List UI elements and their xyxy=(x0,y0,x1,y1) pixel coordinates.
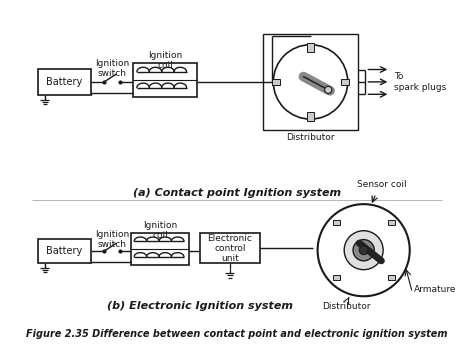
Bar xyxy=(38,69,91,95)
Circle shape xyxy=(325,86,332,94)
Text: Battery: Battery xyxy=(46,77,82,87)
Bar xyxy=(341,79,349,85)
Text: (a) Contact point Ignition system: (a) Contact point Ignition system xyxy=(133,187,341,198)
Text: Armature: Armature xyxy=(414,285,456,294)
Text: To
spark plugs: To spark plugs xyxy=(394,72,446,92)
Bar xyxy=(308,112,314,121)
Bar xyxy=(38,239,91,264)
Bar xyxy=(308,43,314,52)
Text: Distributor: Distributor xyxy=(286,133,335,142)
Text: Ignition
switch: Ignition switch xyxy=(95,230,129,249)
Text: Ignition
switch: Ignition switch xyxy=(95,59,129,78)
Circle shape xyxy=(344,231,383,270)
Bar xyxy=(388,275,395,280)
Bar xyxy=(333,220,340,225)
Bar xyxy=(200,233,260,264)
Text: Ignition
coil: Ignition coil xyxy=(148,51,182,70)
Text: Figure 2.35 Difference between contact point and electronic ignition system: Figure 2.35 Difference between contact p… xyxy=(26,329,448,339)
Text: Battery: Battery xyxy=(46,246,82,256)
Circle shape xyxy=(353,240,374,261)
Text: Sensor coil: Sensor coil xyxy=(356,180,406,189)
Text: Ignition
coil: Ignition coil xyxy=(143,221,177,240)
Circle shape xyxy=(273,45,348,119)
Bar xyxy=(133,63,197,97)
Text: (b) Electronic Ignition system: (b) Electronic Ignition system xyxy=(107,301,293,311)
Text: Electronic
control
unit: Electronic control unit xyxy=(208,234,252,263)
Text: Distributor: Distributor xyxy=(322,302,370,310)
Circle shape xyxy=(359,246,368,255)
Bar xyxy=(263,34,358,130)
Bar xyxy=(131,233,189,265)
Circle shape xyxy=(318,204,410,296)
Bar xyxy=(272,79,281,85)
Bar xyxy=(333,275,340,280)
Bar xyxy=(388,220,395,225)
